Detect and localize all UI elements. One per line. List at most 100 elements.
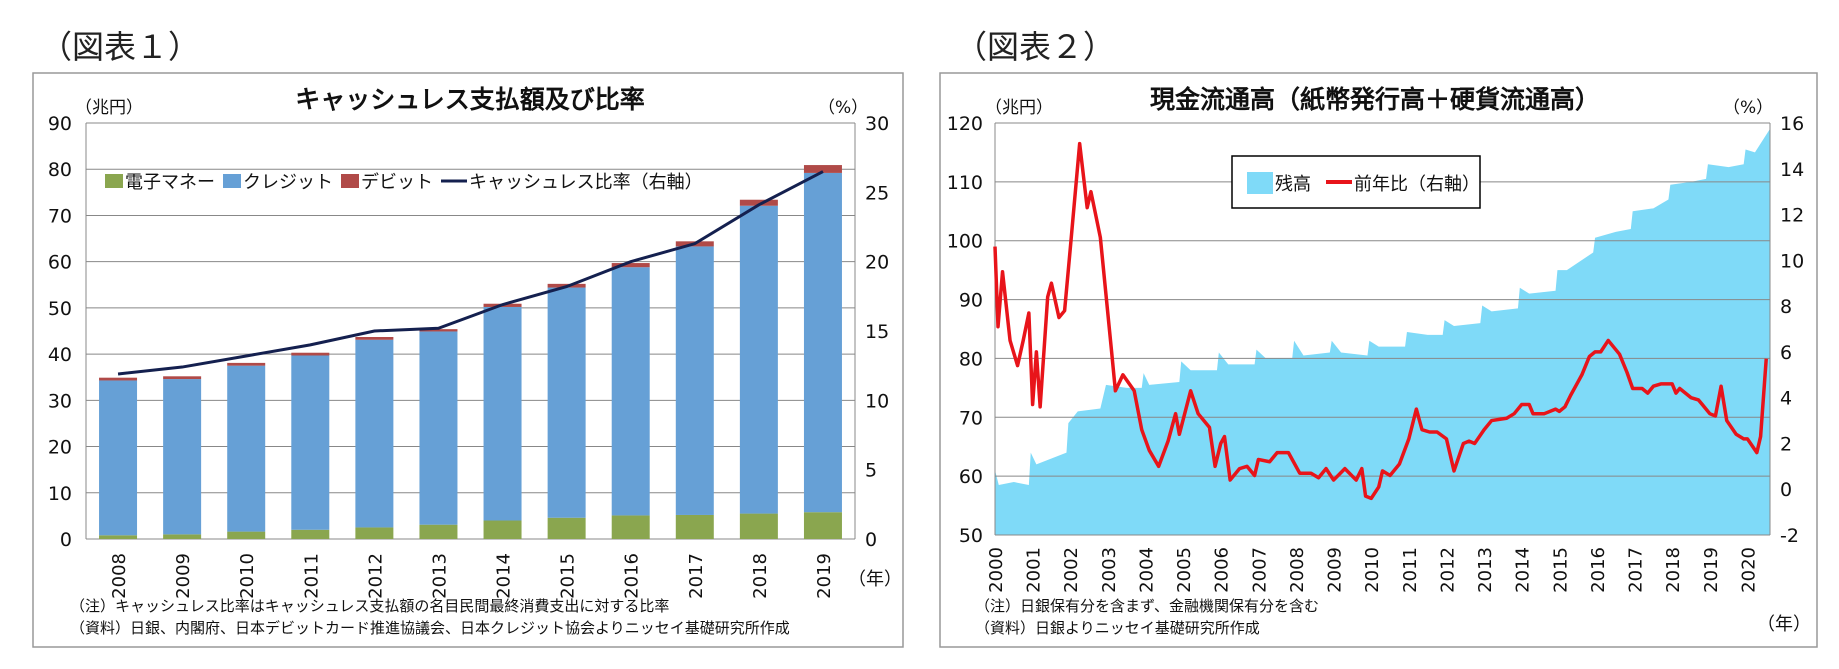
x-tick-label: 2011 bbox=[1400, 547, 1421, 593]
bar-2018 bbox=[739, 199, 778, 206]
figure-2-label: （図表２） bbox=[955, 28, 1116, 66]
x-tick-label: 2017 bbox=[686, 553, 707, 599]
y-tick-label: 60 bbox=[959, 466, 983, 488]
y2-tick-label: 4 bbox=[1780, 388, 1792, 410]
bar-2019 bbox=[803, 512, 842, 539]
legend-label: クレジット bbox=[243, 172, 333, 193]
legend-box bbox=[1231, 155, 1481, 209]
y-tick-label: 30 bbox=[48, 390, 72, 412]
y-tick-label: 10 bbox=[48, 483, 72, 505]
legend-label: 残高 bbox=[1275, 174, 1311, 195]
bar-2015 bbox=[547, 517, 586, 539]
bar-2016 bbox=[611, 263, 650, 268]
y2-tick-label: 0 bbox=[865, 529, 877, 551]
x-tick-label: 2013 bbox=[1475, 547, 1496, 593]
y2-tick-label: 20 bbox=[865, 252, 889, 274]
balance-area bbox=[995, 128, 1770, 535]
bar-2010 bbox=[227, 531, 266, 539]
bar-2018 bbox=[739, 205, 778, 514]
x-axis-unit: （年） bbox=[1757, 614, 1811, 635]
bar-2014 bbox=[483, 520, 522, 539]
ratio-line bbox=[117, 170, 824, 376]
bar-2009 bbox=[163, 379, 202, 535]
x-tick-label: 2006 bbox=[1212, 547, 1233, 593]
y-tick-label: 40 bbox=[48, 344, 72, 366]
bar-2016 bbox=[611, 267, 650, 516]
y-tick-label: 80 bbox=[959, 348, 983, 370]
y2-tick-label: 10 bbox=[1780, 250, 1804, 272]
bar-2019 bbox=[803, 172, 842, 513]
x-tick-label: 2011 bbox=[301, 553, 322, 599]
x-axis-unit: （年） bbox=[848, 569, 902, 590]
y2-tick-label: 16 bbox=[1780, 113, 1804, 135]
chart-title: キャッシュレス支払額及び比率 bbox=[295, 85, 645, 114]
y2-tick-label: 8 bbox=[1780, 296, 1792, 318]
x-tick-label: 2015 bbox=[558, 553, 579, 599]
chart2-note: （注）日銀保有分を含まず、金融機関保有分を含む bbox=[975, 597, 1319, 615]
chart1-note: （注）キャッシュレス比率はキャッシュレス支払額の名目民間最終消費支出に対する比率 bbox=[70, 597, 669, 615]
x-tick-label: 2009 bbox=[1325, 547, 1346, 593]
y2-tick-label: 2 bbox=[1780, 433, 1792, 455]
y2-tick-label: 12 bbox=[1780, 205, 1804, 227]
y-tick-label: 70 bbox=[48, 205, 72, 227]
bar-2018 bbox=[739, 513, 778, 539]
x-tick-label: 2010 bbox=[237, 553, 258, 599]
bar-2011 bbox=[291, 352, 330, 356]
x-tick-label: 2007 bbox=[1249, 547, 1270, 593]
legend-label: 前年比（右軸） bbox=[1354, 174, 1480, 195]
bar-2013 bbox=[419, 524, 458, 539]
y-tick-label: 70 bbox=[959, 407, 983, 429]
y-tick-label: 60 bbox=[48, 252, 72, 274]
x-tick-label: 2014 bbox=[1513, 547, 1534, 593]
x-tick-label: 2020 bbox=[1738, 547, 1759, 593]
y2-tick-label: 10 bbox=[865, 390, 889, 412]
y-tick-label: 20 bbox=[48, 437, 72, 459]
x-tick-label: 2003 bbox=[1099, 547, 1120, 593]
x-tick-label: 2009 bbox=[173, 553, 194, 599]
x-tick-label: 2016 bbox=[1588, 547, 1609, 593]
x-tick-label: 2008 bbox=[1287, 547, 1308, 593]
x-tick-label: 2005 bbox=[1174, 547, 1195, 593]
legend-swatch bbox=[1247, 172, 1273, 194]
y2-tick-label: 14 bbox=[1780, 159, 1804, 181]
left-axis-unit: （兆円） bbox=[985, 98, 1053, 118]
y-tick-label: 100 bbox=[947, 231, 983, 253]
chart-title: 現金流通高（紙幣発行高＋硬貨流通高） bbox=[1150, 85, 1600, 114]
legend-label: キャッシュレス比率（右軸） bbox=[469, 172, 703, 193]
left-axis-unit: （兆円） bbox=[75, 98, 143, 118]
figure-1-label: （図表１） bbox=[40, 28, 201, 66]
bar-2014 bbox=[483, 306, 522, 521]
y2-tick-label: 0 bbox=[1780, 479, 1792, 501]
y2-tick-label: 15 bbox=[865, 321, 889, 343]
y-tick-label: 50 bbox=[959, 525, 983, 547]
bar-2011 bbox=[291, 355, 330, 530]
bar-2009 bbox=[163, 534, 202, 539]
x-tick-label: 2002 bbox=[1061, 547, 1082, 593]
legend-label: デビット bbox=[361, 172, 433, 193]
legend-swatch bbox=[223, 174, 241, 188]
x-tick-label: 2018 bbox=[750, 553, 771, 599]
bar-2008 bbox=[99, 380, 138, 536]
x-tick-label: 2008 bbox=[109, 553, 130, 599]
x-tick-label: 2000 bbox=[986, 547, 1007, 593]
chart1-note: （資料）日銀、内閣府、日本デビットカード推進協議会、日本クレジット協会よりニッセ… bbox=[70, 619, 790, 637]
x-tick-label: 2017 bbox=[1626, 547, 1647, 593]
x-tick-label: 2001 bbox=[1024, 547, 1045, 593]
bar-2012 bbox=[355, 337, 394, 340]
x-tick-label: 2018 bbox=[1663, 547, 1684, 593]
y-tick-label: 90 bbox=[48, 113, 72, 135]
bar-2013 bbox=[419, 329, 458, 332]
bar-2009 bbox=[163, 376, 202, 380]
x-tick-label: 2019 bbox=[1701, 547, 1722, 593]
bar-2019 bbox=[803, 165, 842, 173]
bar-2017 bbox=[675, 246, 714, 515]
x-tick-label: 2012 bbox=[365, 553, 386, 599]
y2-tick-label: 25 bbox=[865, 182, 889, 204]
yoy-line bbox=[993, 141, 1768, 501]
bar-2008 bbox=[99, 377, 138, 381]
bar-2011 bbox=[291, 529, 330, 539]
x-tick-label: 2019 bbox=[814, 553, 835, 599]
legend-swatch bbox=[341, 174, 359, 188]
x-tick-label: 2016 bbox=[622, 553, 643, 599]
